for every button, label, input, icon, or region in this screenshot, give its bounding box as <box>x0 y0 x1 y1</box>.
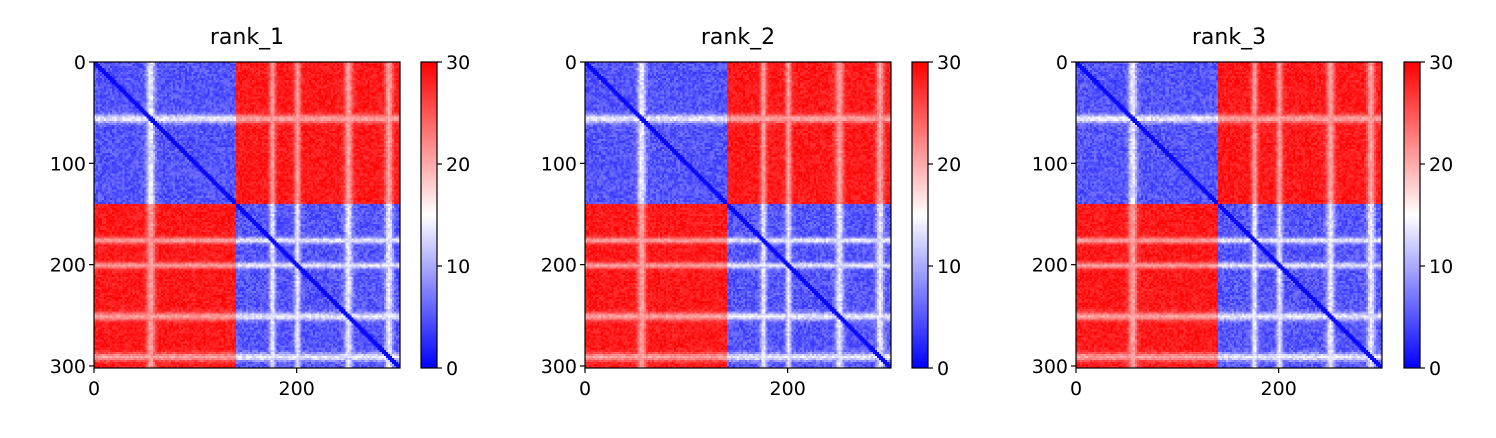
colorbar-tick-label: 0 <box>1429 358 1441 380</box>
y-tick-label: 200 <box>50 255 86 277</box>
colorbar <box>1403 61 1421 369</box>
colorbar <box>911 61 929 369</box>
y-tick-label: 100 <box>541 153 577 175</box>
x-tick-label: 200 <box>279 378 315 400</box>
x-tick-label: 0 <box>88 378 100 400</box>
chart-title: rank_3 <box>1192 25 1266 50</box>
y-tick-label: 300 <box>50 356 86 378</box>
colorbar-tick-label: 20 <box>1429 154 1453 176</box>
heatmap-image <box>1076 62 1382 368</box>
y-tick-label: 0 <box>565 52 577 74</box>
x-tick-label: 0 <box>579 378 591 400</box>
colorbar-tick-label: 30 <box>1429 52 1453 74</box>
y-tick-label: 100 <box>50 153 86 175</box>
y-tick-label: 200 <box>541 255 577 277</box>
y-tick-label: 0 <box>74 52 86 74</box>
y-tick-label: 100 <box>1032 153 1068 175</box>
y-tick-label: 200 <box>1032 255 1068 277</box>
colorbar <box>420 61 438 369</box>
colorbar-tick-label: 0 <box>937 358 949 380</box>
colorbar-tick-label: 10 <box>446 256 470 278</box>
axes-frame <box>93 61 401 369</box>
chart-title: rank_2 <box>701 25 775 50</box>
x-tick-label: 200 <box>770 378 806 400</box>
heatmap-image <box>585 62 891 368</box>
colorbar-tick-label: 20 <box>446 154 470 176</box>
colorbar-tick-label: 30 <box>446 52 470 74</box>
colorbar-tick-label: 20 <box>937 154 961 176</box>
y-tick-label: 300 <box>541 356 577 378</box>
y-tick-label: 0 <box>1056 52 1068 74</box>
colorbar-tick-label: 30 <box>937 52 961 74</box>
x-tick-label: 200 <box>1261 378 1297 400</box>
heatmap-image <box>94 62 400 368</box>
chart-title: rank_1 <box>210 25 284 50</box>
x-tick-label: 0 <box>1070 378 1082 400</box>
colorbar-tick-label: 10 <box>937 256 961 278</box>
y-tick-label: 300 <box>1032 356 1068 378</box>
colorbar-tick-label: 0 <box>446 358 458 380</box>
axes-frame <box>1075 61 1383 369</box>
axes-frame <box>584 61 892 369</box>
colorbar-tick-label: 10 <box>1429 256 1453 278</box>
